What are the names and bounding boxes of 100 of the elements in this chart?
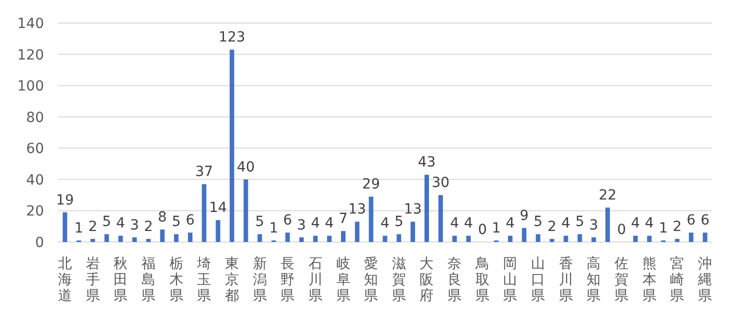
data-label: 5 <box>575 214 584 230</box>
data-label: 0 <box>478 222 487 238</box>
bar <box>327 236 332 242</box>
bar <box>174 234 179 242</box>
bar <box>146 238 151 242</box>
data-label: 5 <box>255 214 264 230</box>
bar <box>438 195 443 242</box>
bar <box>452 236 457 242</box>
data-label: 4 <box>116 216 126 232</box>
x-tick-label: 石川県 <box>308 256 322 304</box>
bar <box>244 179 248 242</box>
data-label: 6 <box>700 212 710 229</box>
x-tick-label: 栃木県 <box>169 256 184 304</box>
x-tick-label: 北海道 <box>58 256 72 304</box>
x-tick-label: 奈良県 <box>448 256 462 304</box>
data-label: 1 <box>658 220 668 236</box>
data-label: 4 <box>310 216 320 232</box>
y-tick-label: 0 <box>35 235 44 251</box>
data-label: 4 <box>450 216 460 232</box>
y-tick-label: 80 <box>26 110 44 126</box>
data-label: 2 <box>672 218 682 235</box>
x-tick-label: 埼玉県 <box>196 256 212 304</box>
data-label: 22 <box>598 188 617 204</box>
data-label: 3 <box>297 217 306 234</box>
data-label: 37 <box>195 164 214 180</box>
x-tick-label: 大阪府 <box>420 256 434 304</box>
data-label: 6 <box>186 212 195 229</box>
data-label: 123 <box>218 30 246 46</box>
bar <box>466 236 471 242</box>
bar <box>605 208 610 242</box>
data-label: 5 <box>172 214 181 230</box>
y-tick-label: 60 <box>26 141 44 158</box>
data-label: 4 <box>464 216 474 232</box>
data-label: 6 <box>283 212 292 229</box>
data-label: 29 <box>362 176 380 193</box>
y-tick-label: 40 <box>26 172 44 188</box>
bar <box>188 232 192 242</box>
bar <box>410 222 416 242</box>
x-tick-label: 愛知県 <box>364 256 378 304</box>
bar <box>647 236 652 242</box>
bar <box>564 236 568 242</box>
data-label: 4 <box>631 216 640 232</box>
bar <box>90 238 96 242</box>
data-label: 5 <box>102 214 112 230</box>
data-label: 1 <box>492 220 501 236</box>
data-label: 30 <box>432 175 450 192</box>
data-label: 43 <box>418 154 436 171</box>
bar <box>285 232 290 242</box>
x-tick-label: 高知県 <box>586 256 601 304</box>
data-label: 6 <box>686 212 696 229</box>
data-label: 13 <box>404 202 422 218</box>
y-tick-label: 140 <box>17 16 44 32</box>
y-tick-label: 20 <box>26 204 44 220</box>
x-tick-label: 熊本県 <box>642 256 656 304</box>
x-tick-label: 長野県 <box>280 256 295 304</box>
data-label: 1 <box>74 220 84 236</box>
bar <box>702 232 708 242</box>
bar <box>508 236 512 242</box>
bar <box>230 50 234 242</box>
x-tick-label: 滋賀県 <box>392 256 406 304</box>
bar <box>354 222 360 242</box>
bar <box>313 236 318 242</box>
data-label: 14 <box>209 200 228 216</box>
data-label: 1 <box>269 220 278 236</box>
x-tick-label: 岩手県 <box>86 256 100 304</box>
bar <box>522 228 526 242</box>
bar <box>202 184 206 242</box>
x-tick-label: 沖縄県 <box>697 256 712 304</box>
x-tick-label: 新潟県 <box>252 256 267 304</box>
bar <box>396 234 402 242</box>
x-tick-label: 山口県 <box>531 256 546 304</box>
data-label: 13 <box>348 202 366 218</box>
bar <box>578 234 582 242</box>
bar <box>536 234 540 242</box>
x-tick-label: 佐賀県 <box>614 256 629 304</box>
data-label: 2 <box>88 218 98 235</box>
bar <box>299 237 304 242</box>
data-label: 4 <box>561 216 570 232</box>
data-label: 4 <box>380 216 390 232</box>
data-label: 0 <box>617 222 626 238</box>
data-label: 9 <box>520 208 529 224</box>
x-tick-label: 岐阜県 <box>336 256 350 304</box>
data-label: 2 <box>548 218 556 235</box>
data-label: 5 <box>534 214 543 230</box>
data-label: 3 <box>130 217 139 234</box>
x-tick-label: 宮崎県 <box>670 256 684 304</box>
bar <box>591 237 596 242</box>
data-label: 4 <box>324 216 334 232</box>
bar <box>368 196 374 242</box>
x-tick-label: 香川県 <box>558 256 573 304</box>
bar <box>160 229 165 242</box>
bar <box>216 220 220 242</box>
bar <box>132 237 137 242</box>
data-label: 3 <box>589 217 598 234</box>
bar <box>674 238 680 242</box>
data-label: 4 <box>644 216 654 232</box>
data-label: 40 <box>236 159 255 176</box>
bar <box>382 236 388 242</box>
y-tick-label: 100 <box>17 78 44 95</box>
bar <box>550 238 554 242</box>
